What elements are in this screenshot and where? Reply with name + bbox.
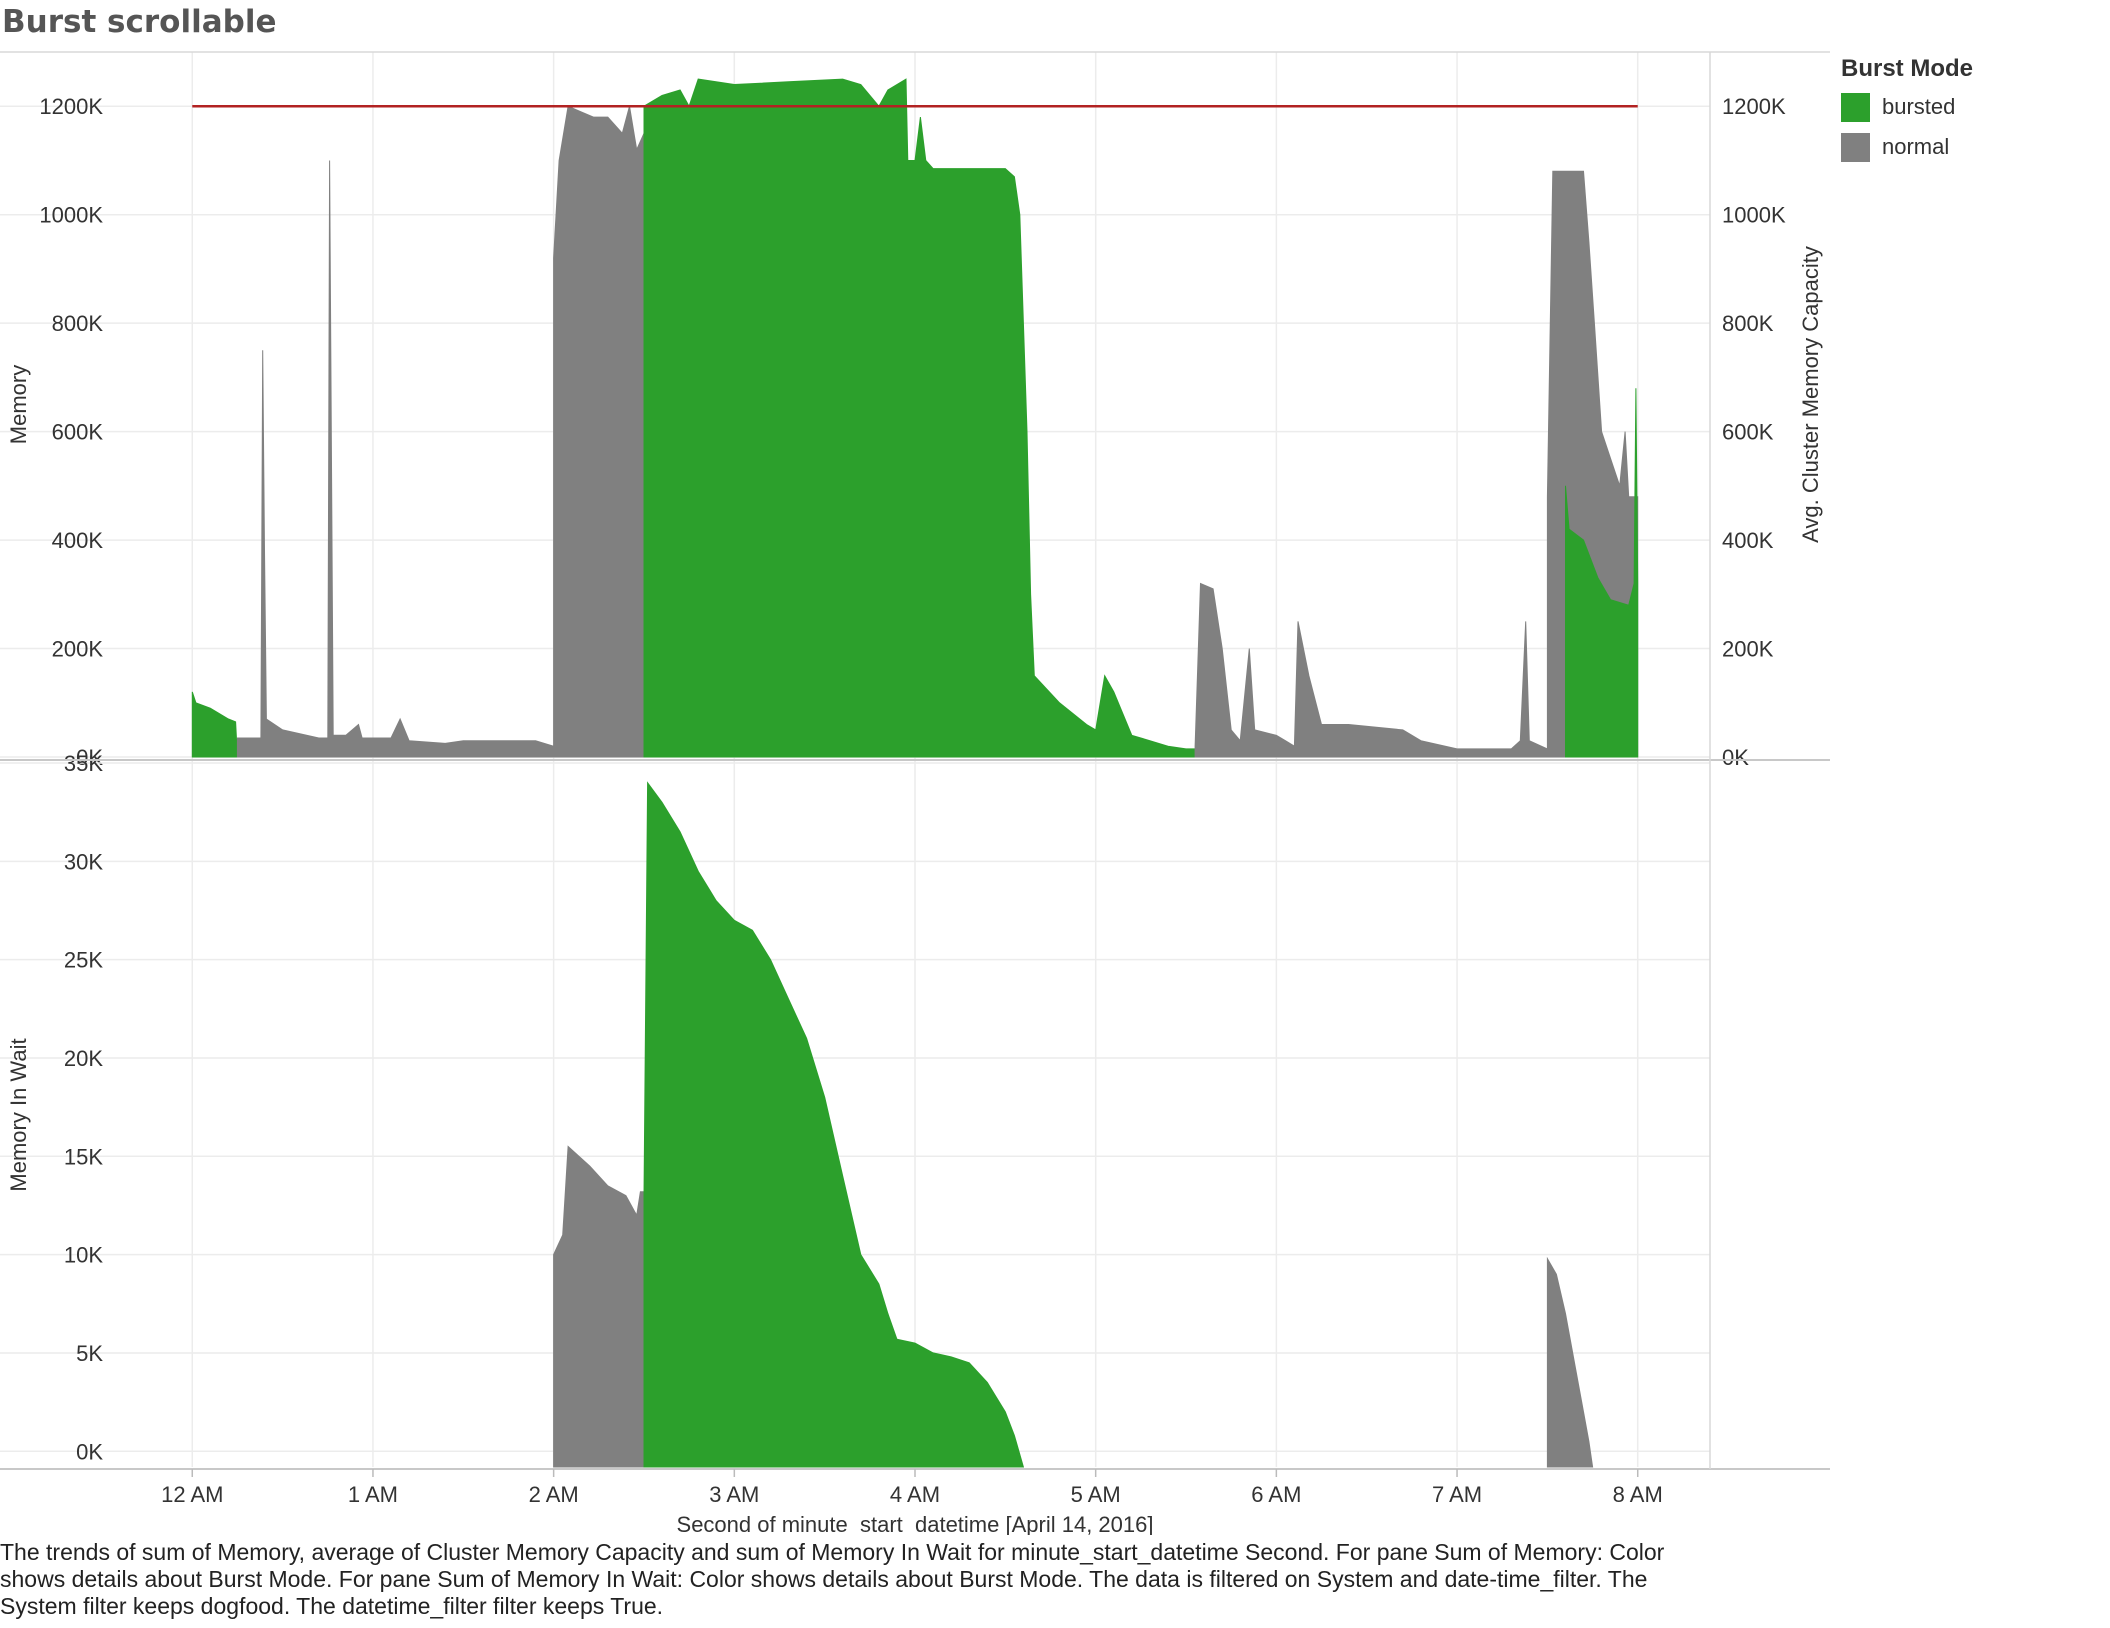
legend-title: Burst Mode <box>1841 55 1973 82</box>
y-right-tick-label: 1200K <box>1722 94 1786 119</box>
area-bursted <box>1565 388 1639 758</box>
y-axis-title: Memory In Wait <box>6 1038 31 1191</box>
y-tick-label: 5K <box>76 1341 103 1366</box>
y-right-tick-label: 200K <box>1722 637 1774 662</box>
x-tick-label: 12 AM <box>161 1482 223 1507</box>
y-tick-label: 25K <box>64 948 103 973</box>
legend: Burst Mode bursted normal <box>1841 55 1973 167</box>
area-bursted <box>643 78 1196 758</box>
y-tick-label: 600K <box>52 420 104 445</box>
legend-item-bursted[interactable]: bursted <box>1841 87 1973 127</box>
y-tick-label: 0K <box>76 745 103 770</box>
y-tick-label: 30K <box>64 849 103 874</box>
area-bursted <box>191 691 238 758</box>
x-tick-label: 3 AM <box>709 1482 759 1507</box>
y-axis-title: Memory <box>6 365 31 444</box>
legend-swatch-bursted <box>1841 92 1870 122</box>
y-tick-label: 1200K <box>39 94 103 119</box>
y-tick-label: 0K <box>76 1439 103 1464</box>
y-right-tick-label: 600K <box>1722 420 1774 445</box>
x-tick-label: 1 AM <box>348 1482 398 1507</box>
x-tick-label: 5 AM <box>1071 1482 1121 1507</box>
page-title: Burst scrollable <box>2 4 277 40</box>
y-right-tick-label: 1000K <box>1722 203 1786 228</box>
y-tick-label: 1000K <box>39 203 103 228</box>
y-tick-label: 400K <box>52 528 104 553</box>
y-tick-label: 15K <box>64 1144 103 1169</box>
y-tick-label: 20K <box>64 1046 103 1071</box>
x-tick-label: 4 AM <box>890 1482 940 1507</box>
y-right-tick-label: 800K <box>1722 311 1774 336</box>
y-right-axis-title: Avg. Cluster Memory Capacity <box>1798 246 1823 543</box>
area-bursted <box>643 781 1025 1468</box>
area-normal <box>236 105 645 758</box>
x-axis-title: Second of minute_start_datetime [April 1… <box>677 1512 1154 1535</box>
x-tick-label: 2 AM <box>529 1482 579 1507</box>
chart-caption: The trends of sum of Memory, average of … <box>0 1539 1665 1619</box>
area-normal <box>1546 1256 1594 1468</box>
y-tick-label: 10K <box>64 1243 103 1268</box>
legend-swatch-normal <box>1841 132 1870 162</box>
legend-label-normal: normal <box>1882 134 1950 159</box>
y-tick-label: 35K <box>64 751 103 776</box>
y-right-tick-label: 0K <box>1722 745 1749 770</box>
y-tick-label: 800K <box>52 311 104 336</box>
x-tick-label: 7 AM <box>1432 1482 1482 1507</box>
x-tick-label: 6 AM <box>1251 1482 1301 1507</box>
burst-chart: 0K 0K 200K 200K 400K 400K 600K 600K 800K 800K 1000… <box>0 51 1830 1535</box>
legend-item-normal[interactable]: normal <box>1841 127 1973 167</box>
x-tick-label: 8 AM <box>1613 1482 1663 1507</box>
legend-label-bursted: bursted <box>1882 94 1956 119</box>
y-tick-label: 200K <box>52 637 104 662</box>
area-normal <box>553 1145 645 1468</box>
y-right-tick-label: 400K <box>1722 528 1774 553</box>
